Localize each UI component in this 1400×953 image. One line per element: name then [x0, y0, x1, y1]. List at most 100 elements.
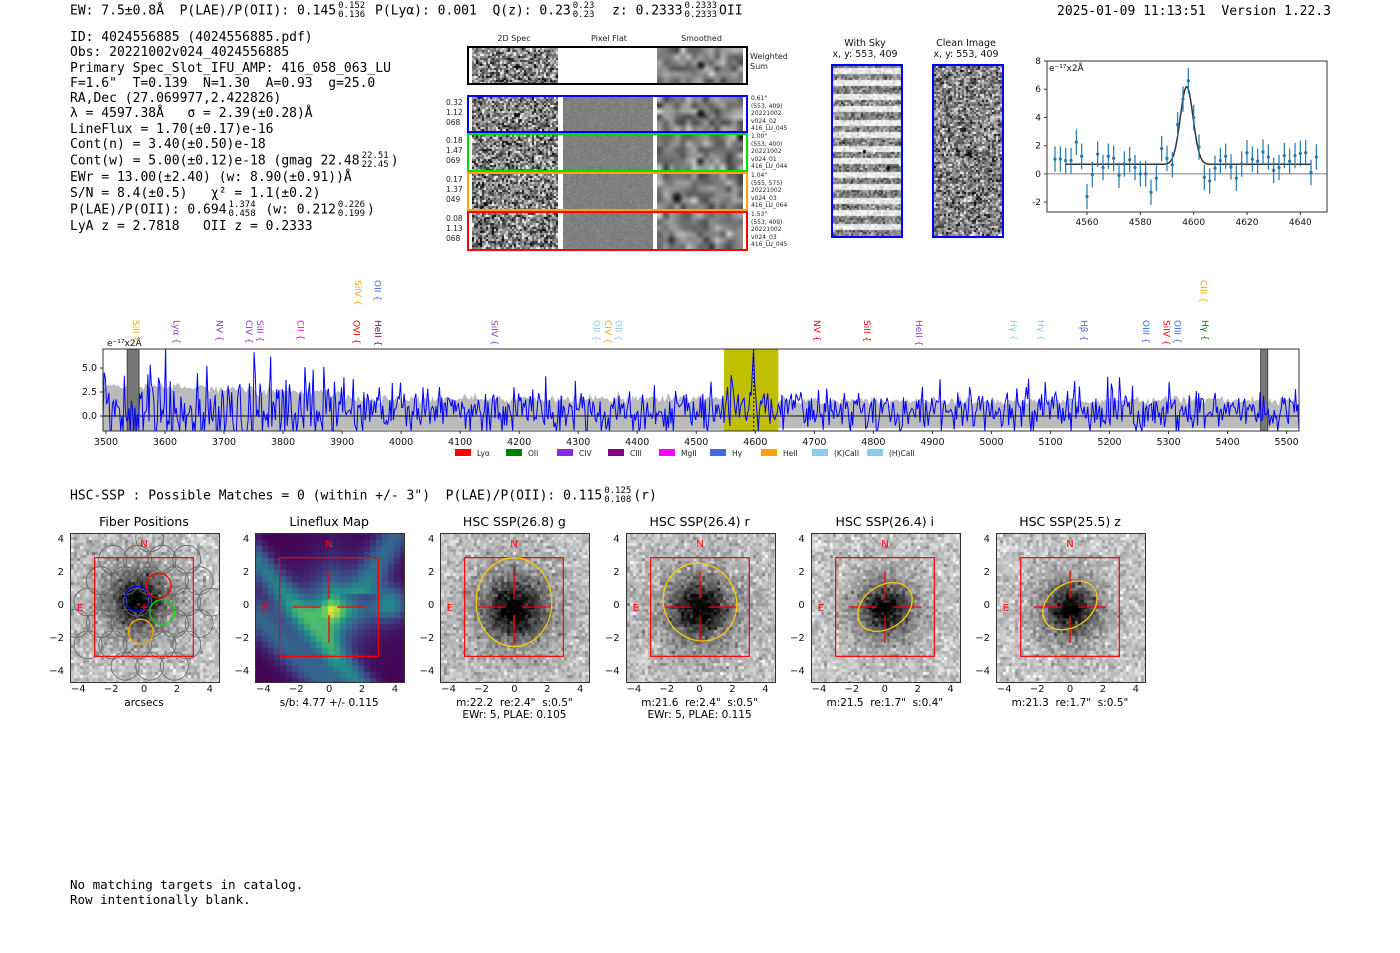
data-point: [1133, 165, 1137, 170]
legend-swatch: [710, 449, 726, 456]
data-point: [1250, 157, 1254, 161]
data-point: [1192, 115, 1196, 120]
data-point: [1266, 155, 1270, 159]
x-tick-label: 4: [206, 684, 213, 695]
y-tick-label: 4: [242, 534, 250, 546]
east-label: E: [262, 603, 268, 614]
plae-hi: 0.152: [338, 1, 366, 11]
y-tick-label: 0: [798, 600, 805, 611]
data-point: [1053, 157, 1057, 161]
source-ellipse: [1042, 580, 1098, 631]
data-point: [1096, 152, 1100, 156]
line-label: Hβ {: [1078, 320, 1088, 341]
y-tick-label: −4: [234, 665, 250, 677]
y-tick-label: −2: [49, 632, 64, 644]
data-point: [1074, 140, 1078, 144]
line-label: Hγ {: [1035, 320, 1045, 341]
line-label: SiIV {: [352, 280, 362, 306]
data-point: [1170, 163, 1174, 167]
x-tick-label: 5400: [1215, 437, 1239, 448]
data-point: [1058, 157, 1062, 161]
aperture-box: [834, 557, 935, 657]
plya-value: P(Lyα): 0.001: [375, 3, 477, 19]
east-label: E: [1003, 603, 1009, 614]
fiber-circle: [123, 544, 152, 574]
x-tick-label: 5200: [1097, 437, 1121, 448]
weighted-sum-row: [467, 46, 748, 85]
x-tick-label: 3700: [212, 437, 236, 448]
source-ellipse: [475, 557, 553, 648]
data-point: [1197, 145, 1201, 149]
x-tick-label: 3900: [330, 437, 354, 448]
plae-text: P(LAE)/P(OII): 0.694: [70, 202, 227, 218]
y-tick-label: 0: [57, 600, 64, 611]
x-tick-label: −2: [659, 684, 675, 695]
selected-fiber-circle: [149, 598, 176, 625]
fiber-circle: [123, 630, 152, 660]
gmag-lo: 22.45: [361, 160, 389, 171]
y-tick-label: 2: [57, 567, 64, 579]
cutout-overlay: NE: [817, 539, 935, 657]
fiber-row-left-label: 0.18 1.47 069: [446, 136, 463, 165]
x-tick-label: 2: [1099, 684, 1107, 695]
legend-label: (K)CaII: [834, 449, 859, 458]
x-tick-label: 4: [576, 684, 584, 695]
aperture-box: [279, 557, 380, 657]
legend-swatch: [608, 449, 624, 456]
line-label: Hγ {: [1007, 320, 1017, 341]
plae-range: 0.152 0.136: [338, 2, 365, 20]
x-tick-label: 4500: [684, 437, 708, 448]
y-unit-label: e⁻¹⁷x2Å: [1049, 62, 1085, 74]
spec2d-image: [472, 135, 558, 170]
x-tick-label: −4: [441, 684, 456, 695]
y-tick-label: 5.0: [82, 363, 97, 374]
z-lo: 0.2333: [684, 10, 718, 20]
x-tick-label: 2: [914, 684, 921, 695]
data-point: [1298, 151, 1302, 156]
weighted-sum-label: Weighted Sum: [750, 52, 788, 71]
info-plae: P(LAE)/P(OII): 0.694 1.374 0.458 (w: 0.212…: [70, 199, 399, 219]
x-tick-label: 4620: [1236, 218, 1259, 228]
masked-region: [1260, 348, 1269, 432]
y-tick-label: -2: [1032, 198, 1041, 208]
cutout-caption: m:21.5 re:1.7" s:0.4": [826, 697, 944, 709]
smoothed-image: [657, 48, 743, 83]
north-label: N: [696, 539, 703, 550]
cont-w-end: ): [390, 153, 399, 169]
y-tick-label: 0: [983, 600, 990, 611]
x-tick-label: −2: [1029, 684, 1045, 695]
data-point: [1240, 162, 1244, 166]
data-point: [1186, 79, 1190, 83]
fiber-circle: [135, 533, 165, 553]
x-tick-label: 4: [947, 684, 954, 695]
info-obs: Obs: 20221002v024_4024556885: [70, 45, 290, 61]
fiber-circle: [184, 566, 214, 596]
catalog-note: No matching targets in catalog. Row inten…: [70, 877, 303, 907]
x-tick-label: 0: [511, 684, 518, 695]
summary-header: EW: 7.5±0.8Å P(LAE)/P(OII): 0.145 0.152 0.…: [70, 2, 743, 20]
footer-line-2: Row intentionally blank.: [70, 892, 251, 907]
y-tick-label: 0: [242, 600, 250, 611]
line-label: CIII {: [1197, 280, 1207, 303]
pixel-flat-image: [563, 97, 653, 131]
col-title-smoothed: Smoothed: [681, 34, 722, 43]
x-tick-label: 0: [881, 684, 888, 695]
data-point: [1117, 173, 1121, 177]
clean-image: [932, 64, 1004, 238]
east-label: E: [447, 603, 453, 614]
east-label: E: [817, 603, 823, 614]
legend-swatch: [761, 449, 777, 456]
cutout-title: HSC SSP(25.5) z: [1019, 514, 1121, 529]
line-label: SiIV {: [488, 320, 498, 346]
plae-hi: 1.374: [228, 199, 256, 210]
y-tick-label: 4: [613, 534, 620, 546]
x-tick-label: 4: [762, 684, 769, 695]
plae-range: 1.374 0.458: [228, 199, 256, 219]
fiber-row-right-label: 1.00" (553, 400) 20221002 v024_01 416_LU…: [751, 133, 788, 170]
with-sky-image: [831, 64, 903, 238]
y-tick-label: −4: [975, 665, 990, 677]
with-sky-label: With Sky x, y: 553, 409: [832, 38, 898, 60]
fiber-row-left-label: 0.08 1.13 068: [446, 214, 463, 243]
detection-info: ID: 4024556885 (4024556885.pdf) Obs: 2022…: [70, 30, 399, 234]
cutout-overlay: NE: [632, 539, 750, 657]
